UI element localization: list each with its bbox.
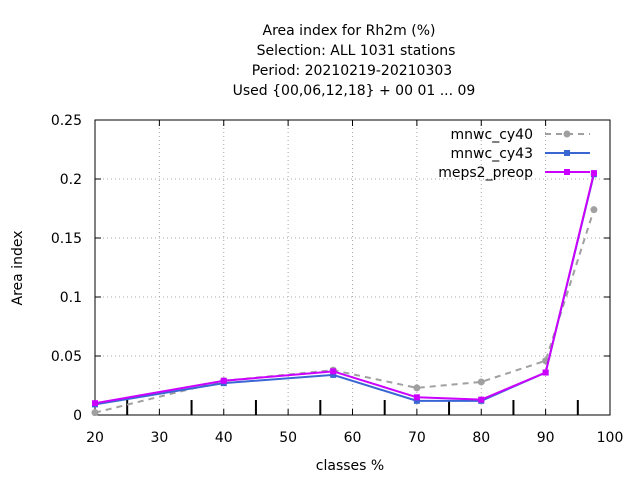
- legend-label: mnwc_cy43: [451, 146, 533, 162]
- y-tick-label: 0.25: [51, 113, 82, 129]
- legend-label: mnwc_cy40: [451, 127, 533, 143]
- x-tick-label: 60: [344, 430, 362, 446]
- series-line: [94, 209, 595, 414]
- x-tick-label: 30: [150, 430, 168, 446]
- legend-marker: [564, 150, 570, 156]
- y-tick-label: 0.1: [60, 290, 82, 306]
- legend-label: meps2_preop: [438, 165, 533, 181]
- x-tick-label: 20: [86, 430, 104, 446]
- x-tick-label: 90: [537, 430, 555, 446]
- legend: mnwc_cy40 mnwc_cy43 meps2_preop: [438, 127, 590, 181]
- x-tick-label: 70: [408, 430, 426, 446]
- x-tick-label: 80: [472, 430, 490, 446]
- data-point: [590, 206, 598, 214]
- data-point: [478, 396, 485, 403]
- data-point: [91, 409, 99, 417]
- x-tick-label: 40: [215, 430, 233, 446]
- title-line-4: Used {00,06,12,18} + 00 01 ... 09: [233, 83, 476, 99]
- data-point: [413, 394, 420, 401]
- data-point: [330, 371, 337, 378]
- series-lines: [91, 170, 598, 417]
- axes: 20 30 40 50 60 70 80 90 100 0 0.05 0.1 0.15 0.2 0.25: [51, 113, 624, 446]
- data-point: [413, 384, 421, 392]
- series-meps2_preop: [92, 170, 597, 407]
- data-point: [330, 368, 337, 375]
- x-tick-label: 100: [597, 430, 624, 446]
- x-tick-label: 50: [279, 430, 297, 446]
- y-tick-label: 0.15: [51, 231, 82, 247]
- y-tick-label: 0.2: [60, 172, 82, 188]
- title-line-2: Selection: ALL 1031 stations: [257, 43, 456, 59]
- data-point: [542, 369, 549, 376]
- x-axis-label: classes %: [316, 458, 384, 474]
- legend-marker: [564, 169, 570, 175]
- y-tick-label: 0.05: [51, 349, 82, 365]
- data-point: [220, 377, 227, 384]
- y-axis-label: Area index: [10, 231, 26, 306]
- title-line-3: Period: 20210219-20210303: [252, 63, 452, 79]
- data-point: [477, 378, 485, 386]
- chart-title: Area index for Rh2m (%) Selection: ALL 1…: [233, 23, 476, 99]
- y-tick-label: 0: [73, 408, 82, 424]
- data-point: [590, 170, 597, 177]
- legend-marker: [563, 130, 571, 138]
- data-point: [92, 400, 98, 407]
- data-point: [413, 397, 420, 404]
- title-line-1: Area index for Rh2m (%): [263, 23, 436, 39]
